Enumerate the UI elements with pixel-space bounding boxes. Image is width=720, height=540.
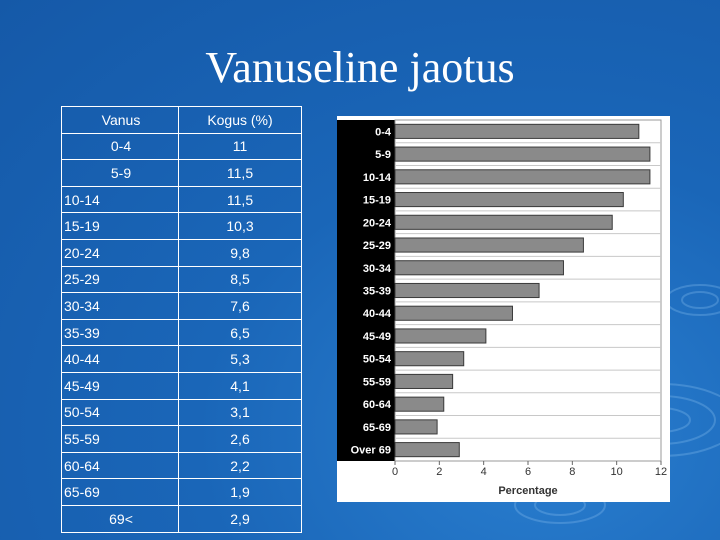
amount-cell: 3,1 [178, 398, 302, 427]
bar [394, 169, 651, 185]
bar [394, 282, 540, 299]
amount-cell: 5,3 [178, 345, 302, 373]
x-tick-label: 8 [569, 466, 575, 478]
category-label: 10-14 [363, 172, 392, 184]
amount-cell: 7,6 [178, 292, 302, 320]
age-cell: 30-34 [61, 292, 179, 320]
age-cell: 60-64 [61, 451, 179, 480]
amount-cell: 1,9 [178, 478, 302, 506]
bar [394, 146, 651, 162]
age-cell: 35-39 [61, 318, 179, 347]
table-row: 40-44 5,3 [61, 345, 302, 373]
table-row: 55-59 2,6 [61, 425, 302, 453]
amount-cell: 6,5 [178, 318, 302, 347]
amount-cell: 11 [178, 132, 302, 161]
bar [394, 442, 460, 458]
table-row: 25-29 8,5 [61, 265, 302, 294]
category-label: 20-24 [363, 217, 392, 229]
bar [394, 305, 513, 321]
age-cell: 50-54 [61, 398, 179, 427]
category-label: 15-19 [363, 195, 391, 207]
x-tick-label: 2 [436, 466, 442, 478]
bar-chart: 0-4 5-9 10-14 15-19 20-24 25-29 30-34 35-39 40-4… [337, 116, 670, 502]
table-row: 20-24 9,8 [61, 238, 302, 267]
amount-cell: 4,1 [178, 371, 302, 400]
age-cell: 15-19 [61, 212, 179, 240]
amount-cell: 2,9 [178, 504, 302, 533]
age-cell: 5-9 [61, 159, 179, 187]
header-age: Vanus [61, 106, 179, 134]
table-row: 0-4 11 [61, 132, 302, 161]
table-row: 60-64 2,2 [61, 451, 302, 480]
table-row: 50-54 3,1 [61, 398, 302, 427]
age-cell: 25-29 [61, 265, 179, 294]
table-row: 30-34 7,6 [61, 292, 302, 320]
category-label: 5-9 [375, 149, 391, 161]
x-tick-label: 12 [655, 466, 667, 478]
header-amount: Kogus (%) [178, 106, 302, 134]
bar [394, 396, 445, 412]
table-row: 45-49 4,1 [61, 371, 302, 400]
bar [394, 419, 438, 435]
table-row: 5-9 11,5 [61, 159, 302, 187]
age-cell: 65-69 [61, 478, 179, 506]
category-label: 60-64 [363, 399, 392, 411]
bar [394, 192, 624, 208]
category-label: 50-54 [363, 354, 392, 366]
amount-cell: 2,2 [178, 451, 302, 480]
category-label: 45-49 [363, 331, 391, 343]
table-row: 65-69 1,9 [61, 478, 302, 506]
x-tick-label: 4 [481, 466, 487, 478]
age-table: Vanus Kogus (%) 0-4 11 5-9 11,5 10-14 11,5 15-… [61, 106, 302, 533]
amount-cell: 9,8 [178, 238, 302, 267]
amount-cell: 11,5 [178, 159, 302, 187]
category-label: 55-59 [363, 376, 391, 388]
category-label: 40-44 [363, 308, 392, 320]
amount-cell: 10,3 [178, 212, 302, 240]
bar [394, 260, 564, 276]
x-tick-label: 0 [392, 466, 398, 478]
table-row: 10-14 11,5 [61, 185, 302, 214]
bar [394, 214, 613, 230]
age-cell: 10-14 [61, 185, 179, 214]
x-axis-label: Percentage [498, 485, 557, 497]
bar [394, 237, 584, 253]
category-label: 35-39 [363, 286, 391, 298]
category-label: 65-69 [363, 422, 391, 434]
bar-chart-svg: 0-4 5-9 10-14 15-19 20-24 25-29 30-34 35-39 40-4… [337, 119, 667, 497]
bar [394, 328, 487, 344]
table-row: 69< 2,9 [61, 504, 302, 533]
amount-cell: 11,5 [178, 185, 302, 214]
age-cell: 20-24 [61, 238, 179, 267]
bar [394, 373, 454, 389]
table-header-row: Vanus Kogus (%) [61, 106, 302, 134]
category-label: 30-34 [363, 263, 392, 275]
x-tick-label: 6 [525, 466, 531, 478]
amount-cell: 2,6 [178, 425, 302, 453]
bar [394, 351, 465, 367]
table-row: 15-19 10,3 [61, 212, 302, 240]
age-cell: 40-44 [61, 345, 179, 373]
age-cell: 69< [61, 504, 179, 533]
bar [394, 123, 640, 139]
amount-cell: 8,5 [178, 265, 302, 294]
category-label: 25-29 [363, 240, 391, 252]
age-cell: 0-4 [61, 132, 179, 161]
category-label: Over 69 [351, 445, 391, 457]
table-row: 35-39 6,5 [61, 318, 302, 347]
x-tick-label: 10 [611, 466, 623, 478]
age-cell: 45-49 [61, 371, 179, 400]
category-label-panel [337, 120, 395, 461]
category-label: 0-4 [375, 126, 392, 138]
page-title: Vanuseline jaotus [205, 43, 515, 92]
age-cell: 55-59 [61, 425, 179, 453]
